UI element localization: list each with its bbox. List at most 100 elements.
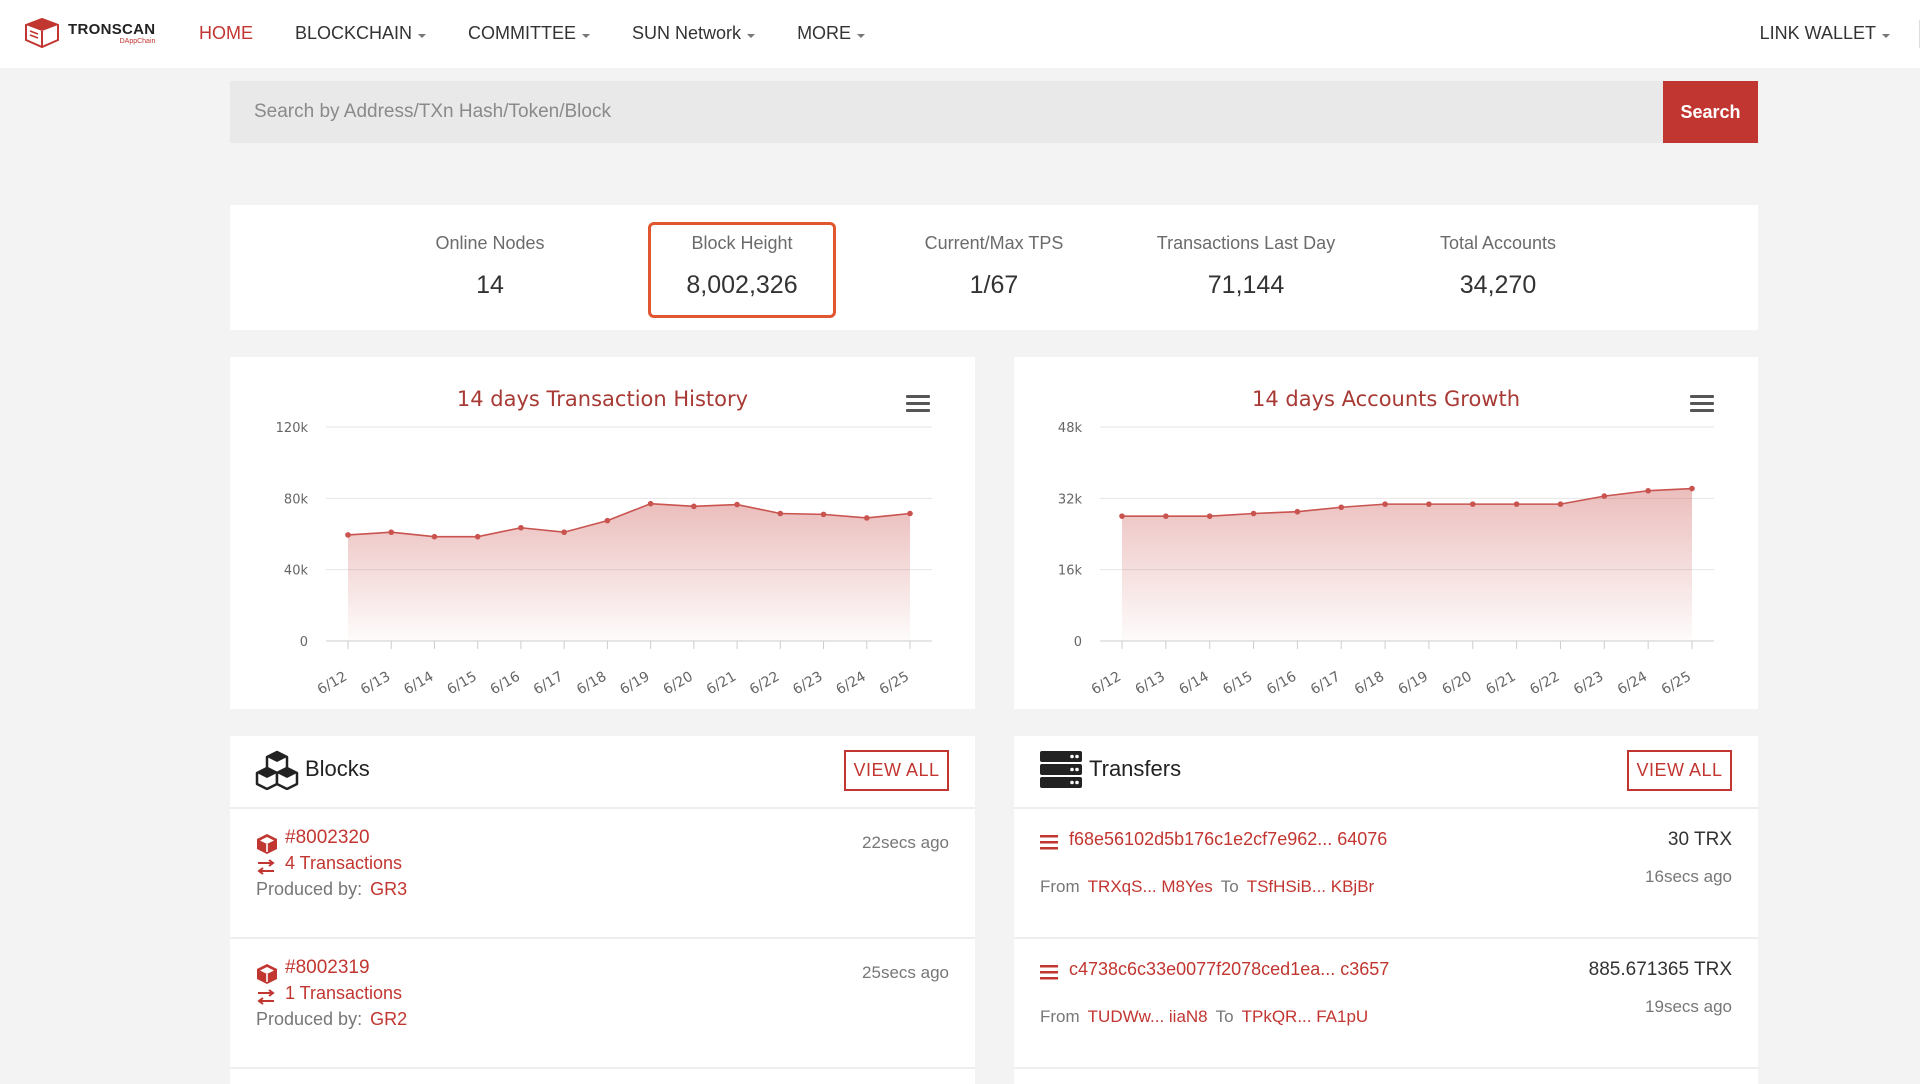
block-number-link[interactable]: #8002319: [285, 957, 370, 978]
data-point[interactable]: [388, 529, 395, 536]
data-point[interactable]: [647, 500, 654, 507]
transaction-hash-link[interactable]: c4738c6c33e0077f2078ced1ea... c3657: [1069, 959, 1390, 979]
cubes-icon: [255, 750, 299, 790]
from-address-link[interactable]: TUDWw... iiaN8: [1087, 1007, 1208, 1026]
block-number-link[interactable]: #8002320: [285, 827, 370, 848]
nav-more[interactable]: MORE: [776, 0, 886, 66]
data-point[interactable]: [1426, 501, 1432, 507]
data-point[interactable]: [1119, 513, 1125, 519]
data-point[interactable]: [691, 503, 697, 510]
x-tick-label: 6/12: [1089, 669, 1124, 699]
data-point[interactable]: [1557, 501, 1564, 507]
data-point[interactable]: [820, 511, 827, 518]
search-input[interactable]: [230, 81, 1663, 143]
brand-subtitle: DAppChain: [119, 37, 156, 45]
data-point[interactable]: [345, 532, 351, 538]
data-point[interactable]: [604, 517, 611, 524]
data-point[interactable]: [1163, 513, 1169, 519]
search-button[interactable]: Search: [1663, 81, 1758, 143]
x-tick-label: 6/20: [661, 669, 696, 699]
data-point[interactable]: [1645, 487, 1651, 494]
x-tick-label: 6/22: [747, 669, 782, 699]
server-stack-icon: [1040, 751, 1082, 788]
data-point[interactable]: [863, 515, 870, 521]
stat-transactions-last-day[interactable]: Transactions Last Day 71,144: [1146, 205, 1346, 330]
logo-cube-icon: [25, 17, 59, 49]
y-tick-label: 16k: [1058, 564, 1083, 579]
data-point[interactable]: [561, 529, 567, 536]
nav-committee-label: COMMITTEE: [468, 22, 577, 43]
network-stats: Online Nodes 14 Block Height 8,002,326 C…: [230, 205, 1758, 330]
caret-down-icon: [1882, 34, 1890, 38]
produced-by-label: Produced by:: [256, 1009, 363, 1029]
stat-current-max-tps[interactable]: Current/Max TPS 1/67: [894, 205, 1094, 330]
producer-link[interactable]: GR3: [370, 879, 408, 899]
data-point[interactable]: [474, 533, 481, 540]
nav-blockchain[interactable]: BLOCKCHAIN: [274, 0, 447, 66]
data-point[interactable]: [1250, 510, 1257, 517]
from-label: From: [1040, 877, 1080, 896]
data-point[interactable]: [1382, 501, 1388, 507]
block-age: 22secs ago: [862, 833, 949, 852]
transactions-count-link[interactable]: 4 Transactions: [285, 853, 403, 873]
to-address-link[interactable]: TPkQR... FA1pU: [1241, 1007, 1369, 1026]
transfer-row: c4738c6c33e0077f2078ced1ea... c3657 885.…: [1014, 939, 1758, 1069]
nav-home[interactable]: HOME: [178, 0, 274, 66]
stat-total-accounts[interactable]: Total Accounts 34,270: [1398, 205, 1598, 330]
block-age: 25secs ago: [862, 963, 949, 982]
link-wallet-button[interactable]: LINK WALLET: [1760, 0, 1890, 66]
caret-down-icon: [582, 34, 591, 38]
chart-menu-icon[interactable]: [906, 395, 930, 413]
transfers-view-all-button[interactable]: VIEW ALL: [1627, 750, 1732, 791]
transaction-history-panel: 14 days Transaction History 0 40k 80k 120k 6…: [230, 357, 975, 709]
data-point[interactable]: [777, 510, 784, 517]
producer-link[interactable]: GR2: [370, 1009, 408, 1029]
list-icon: [1040, 835, 1058, 850]
data-point[interactable]: [907, 510, 913, 517]
block-row: #8002320 4 Transactions Produced by: GR3 …: [230, 809, 975, 939]
nav-sun-network-label: SUN Network: [632, 22, 742, 43]
stat-online-nodes[interactable]: Online Nodes 14: [390, 205, 590, 330]
x-tick-label: 6/18: [1352, 669, 1387, 699]
stat-value: 1/67: [969, 271, 1019, 299]
data-point[interactable]: [1689, 485, 1695, 492]
transaction-history-chart: 0 40k 80k 120k 6/12 6/13 6/14 6/15 6/16 6/17 6/18 6…: [276, 421, 932, 699]
x-tick-label: 6/22: [1527, 669, 1562, 699]
data-point[interactable]: [1513, 501, 1520, 507]
data-point[interactable]: [1601, 493, 1608, 499]
x-tick-label: 6/21: [704, 669, 739, 699]
accounts-growth-panel: 14 days Accounts Growth 0 16k 32k 48k 6/12 6/…: [1014, 357, 1758, 709]
x-tick-label: 6/13: [1133, 669, 1168, 699]
stat-block-height[interactable]: Block Height 8,002,326: [642, 205, 842, 330]
data-point[interactable]: [1338, 504, 1345, 511]
transfer-age: 19secs ago: [1645, 997, 1732, 1016]
data-point[interactable]: [431, 533, 438, 540]
nav-committee[interactable]: COMMITTEE: [447, 0, 611, 66]
series-area: [348, 503, 910, 641]
link-wallet-label: LINK WALLET: [1759, 22, 1876, 43]
transfers-panel: Transfers VIEW ALL f68e56102d5b176c1e2cf…: [1014, 736, 1758, 1084]
nav-blockchain-label: BLOCKCHAIN: [295, 22, 413, 43]
stat-label: Total Accounts: [1439, 233, 1557, 253]
tronscan-logo[interactable]: TRONSCAN DAppChain: [22, 16, 155, 50]
data-point[interactable]: [734, 501, 740, 508]
produced-by: Produced by: GR3: [256, 879, 407, 900]
produced-by: Produced by: GR2: [256, 1009, 407, 1030]
x-tick-label: 6/16: [1264, 669, 1299, 699]
data-point[interactable]: [1206, 513, 1213, 519]
from-address-link[interactable]: TRXqS... M8Yes: [1087, 877, 1213, 896]
from-to: From TRXqS... M8Yes To TSfHSiB... KBjBr: [1040, 877, 1382, 897]
to-address-link[interactable]: TSfHSiB... KBjBr: [1246, 877, 1375, 896]
data-point[interactable]: [1294, 508, 1301, 515]
data-point[interactable]: [1469, 501, 1476, 507]
caret-down-icon: [418, 34, 427, 38]
blocks-view-all-button[interactable]: VIEW ALL: [844, 750, 949, 791]
x-tick-label: 6/21: [1483, 669, 1518, 699]
data-point[interactable]: [518, 524, 524, 531]
to-label: To: [1215, 1007, 1234, 1026]
chart-menu-icon[interactable]: [1690, 395, 1714, 413]
transfer-row: f68e56102d5b176c1e2cf7e962... 64076 30 T…: [1014, 809, 1758, 939]
nav-sun-network[interactable]: SUN Network: [611, 0, 776, 66]
transactions-count-link[interactable]: 1 Transactions: [285, 983, 403, 1003]
transaction-hash-link[interactable]: f68e56102d5b176c1e2cf7e962... 64076: [1069, 829, 1388, 849]
